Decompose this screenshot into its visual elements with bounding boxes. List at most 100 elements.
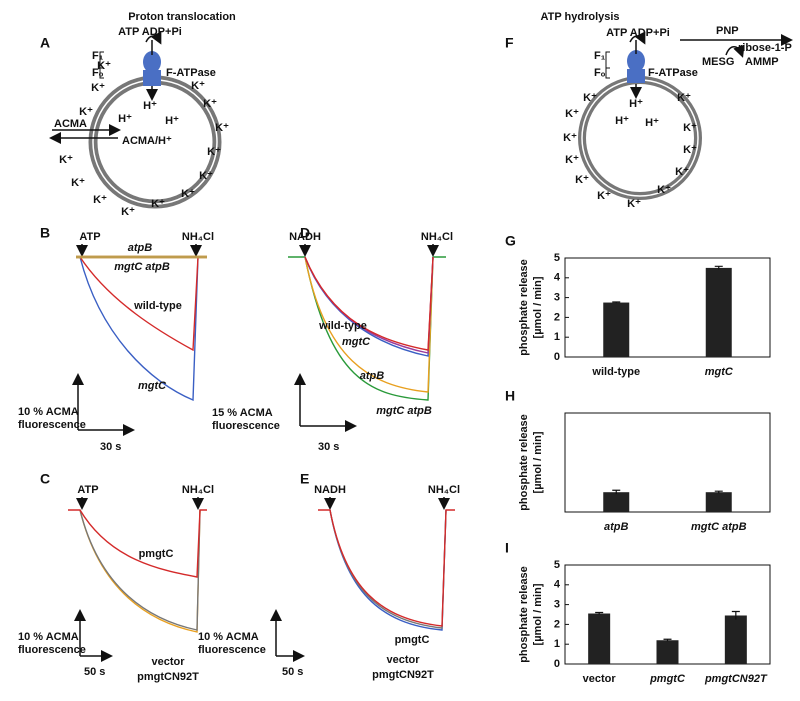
trace-label: mgtC atpB	[376, 405, 432, 417]
start-label: ATP	[77, 484, 98, 496]
traces	[288, 244, 446, 432]
ion-label: H⁺	[143, 100, 157, 112]
x-tick-label: mgtC atpB	[691, 521, 747, 533]
y-tick-label: 4	[554, 579, 561, 591]
bar	[705, 267, 732, 357]
bar	[724, 615, 747, 664]
trace-label: atpB	[360, 370, 385, 382]
ion-label: K⁺	[683, 144, 697, 156]
ion-label: K⁺	[97, 60, 111, 72]
panel-title: ATP hydrolysis	[540, 11, 619, 23]
trace-label: pmgtC	[395, 634, 430, 646]
panel-letter: I	[505, 540, 509, 556]
ion-label: K⁺	[677, 92, 691, 104]
ion-label: K⁺	[199, 170, 213, 182]
scale-label: 10 % ACMA	[18, 406, 79, 418]
error-bar	[663, 638, 672, 642]
error-bar	[714, 490, 723, 494]
f1-label: F₁	[92, 50, 104, 62]
y-axis-label: phosphate release	[518, 414, 530, 511]
trace-label: pmgtCN92T	[372, 669, 434, 681]
byproduct: AMMP	[745, 56, 779, 68]
x-tick-label: mgtC	[705, 366, 734, 378]
traces	[270, 497, 455, 662]
ion-label: K⁺	[59, 154, 73, 166]
scale-label: 10 % ACMA	[18, 631, 79, 643]
x-tick-label: vector	[583, 673, 617, 685]
y-tick-label: 2	[554, 311, 560, 323]
trace-label: mgtC	[138, 380, 167, 392]
cell	[578, 36, 793, 200]
enzyme-pnp: PNP	[716, 25, 739, 37]
fo-label: Fₒ	[92, 67, 104, 79]
y-tick-label: 1	[554, 331, 560, 343]
reaction: ATP ADP+Pi	[606, 27, 670, 39]
ion-label: H⁺	[615, 115, 629, 127]
ion-label: K⁺	[627, 198, 641, 210]
start-label: NADH	[289, 231, 321, 243]
x-tick-label: atpB	[604, 521, 629, 533]
ion-label: K⁺	[675, 166, 689, 178]
traces	[68, 497, 207, 662]
ion-label: K⁺	[683, 122, 697, 134]
trace-label: vector	[386, 654, 420, 666]
y-tick-label: 5	[554, 252, 560, 264]
traces	[72, 244, 207, 436]
y-tick-label: 2	[554, 618, 560, 630]
end-label: NH₄Cl	[182, 231, 214, 243]
ion-label: H⁺	[165, 115, 179, 127]
bar	[656, 640, 679, 664]
ion-label: K⁺	[597, 190, 611, 202]
ion-label: K⁺	[575, 174, 589, 186]
y-axis-label: phosphate release	[518, 259, 530, 356]
y-axis-label: phosphate release	[518, 566, 530, 663]
acma-h-label: ACMA/H⁺	[122, 135, 172, 147]
ion-label: H⁺	[645, 117, 659, 129]
ion-label: H⁺	[629, 98, 643, 110]
trace-label: mgtC atpB	[114, 261, 170, 273]
product: ribose-1-P	[738, 42, 792, 54]
ion-label: K⁺	[203, 98, 217, 110]
panel-letter: G	[505, 233, 516, 249]
y-tick-label: 3	[554, 292, 560, 304]
fo-label: Fₒ	[594, 67, 606, 79]
scale-label: 50 s	[282, 666, 303, 678]
y-tick-label: 0	[554, 351, 560, 363]
substrate: MESG	[702, 56, 734, 68]
scale-label: fluorescence	[212, 420, 280, 432]
error-bar	[714, 265, 723, 270]
error-bar	[595, 611, 604, 615]
bar	[603, 492, 630, 512]
ion-label: K⁺	[79, 106, 93, 118]
f1-label: F₁	[594, 50, 606, 62]
scale-label: 50 s	[84, 666, 105, 678]
bar	[603, 302, 630, 357]
x-tick-label: wild-type	[591, 366, 640, 378]
error-bar	[612, 489, 621, 495]
y-tick-label: 5	[554, 559, 560, 571]
bar	[588, 613, 611, 664]
panel-letter: D	[300, 225, 310, 241]
trace-label: pmgtC	[139, 548, 174, 560]
trace-label: wild-type	[133, 300, 182, 312]
x-tick-label: pmgtC	[649, 673, 686, 685]
panel-letter: E	[300, 471, 309, 487]
trace-label: wild-type	[318, 320, 367, 332]
ion-label: K⁺	[181, 188, 195, 200]
ion-label: H⁺	[118, 113, 132, 125]
ion-label: K⁺	[93, 194, 107, 206]
ion-label: K⁺	[215, 122, 229, 134]
ion-label: K⁺	[191, 80, 205, 92]
y-tick-label: 3	[554, 599, 560, 611]
enzyme-label: F-ATPase	[166, 67, 216, 79]
panel-letter: H	[505, 388, 515, 404]
x-tick-label: pmgtCN92T	[704, 673, 768, 685]
end-label: NH₄Cl	[182, 484, 214, 496]
ion-label: K⁺	[657, 184, 671, 196]
panel-letter: C	[40, 471, 50, 487]
scale-label: 15 % ACMA	[212, 407, 273, 419]
ion-label: K⁺	[207, 146, 221, 158]
bar	[705, 492, 732, 512]
y-tick-label: 0	[554, 658, 560, 670]
